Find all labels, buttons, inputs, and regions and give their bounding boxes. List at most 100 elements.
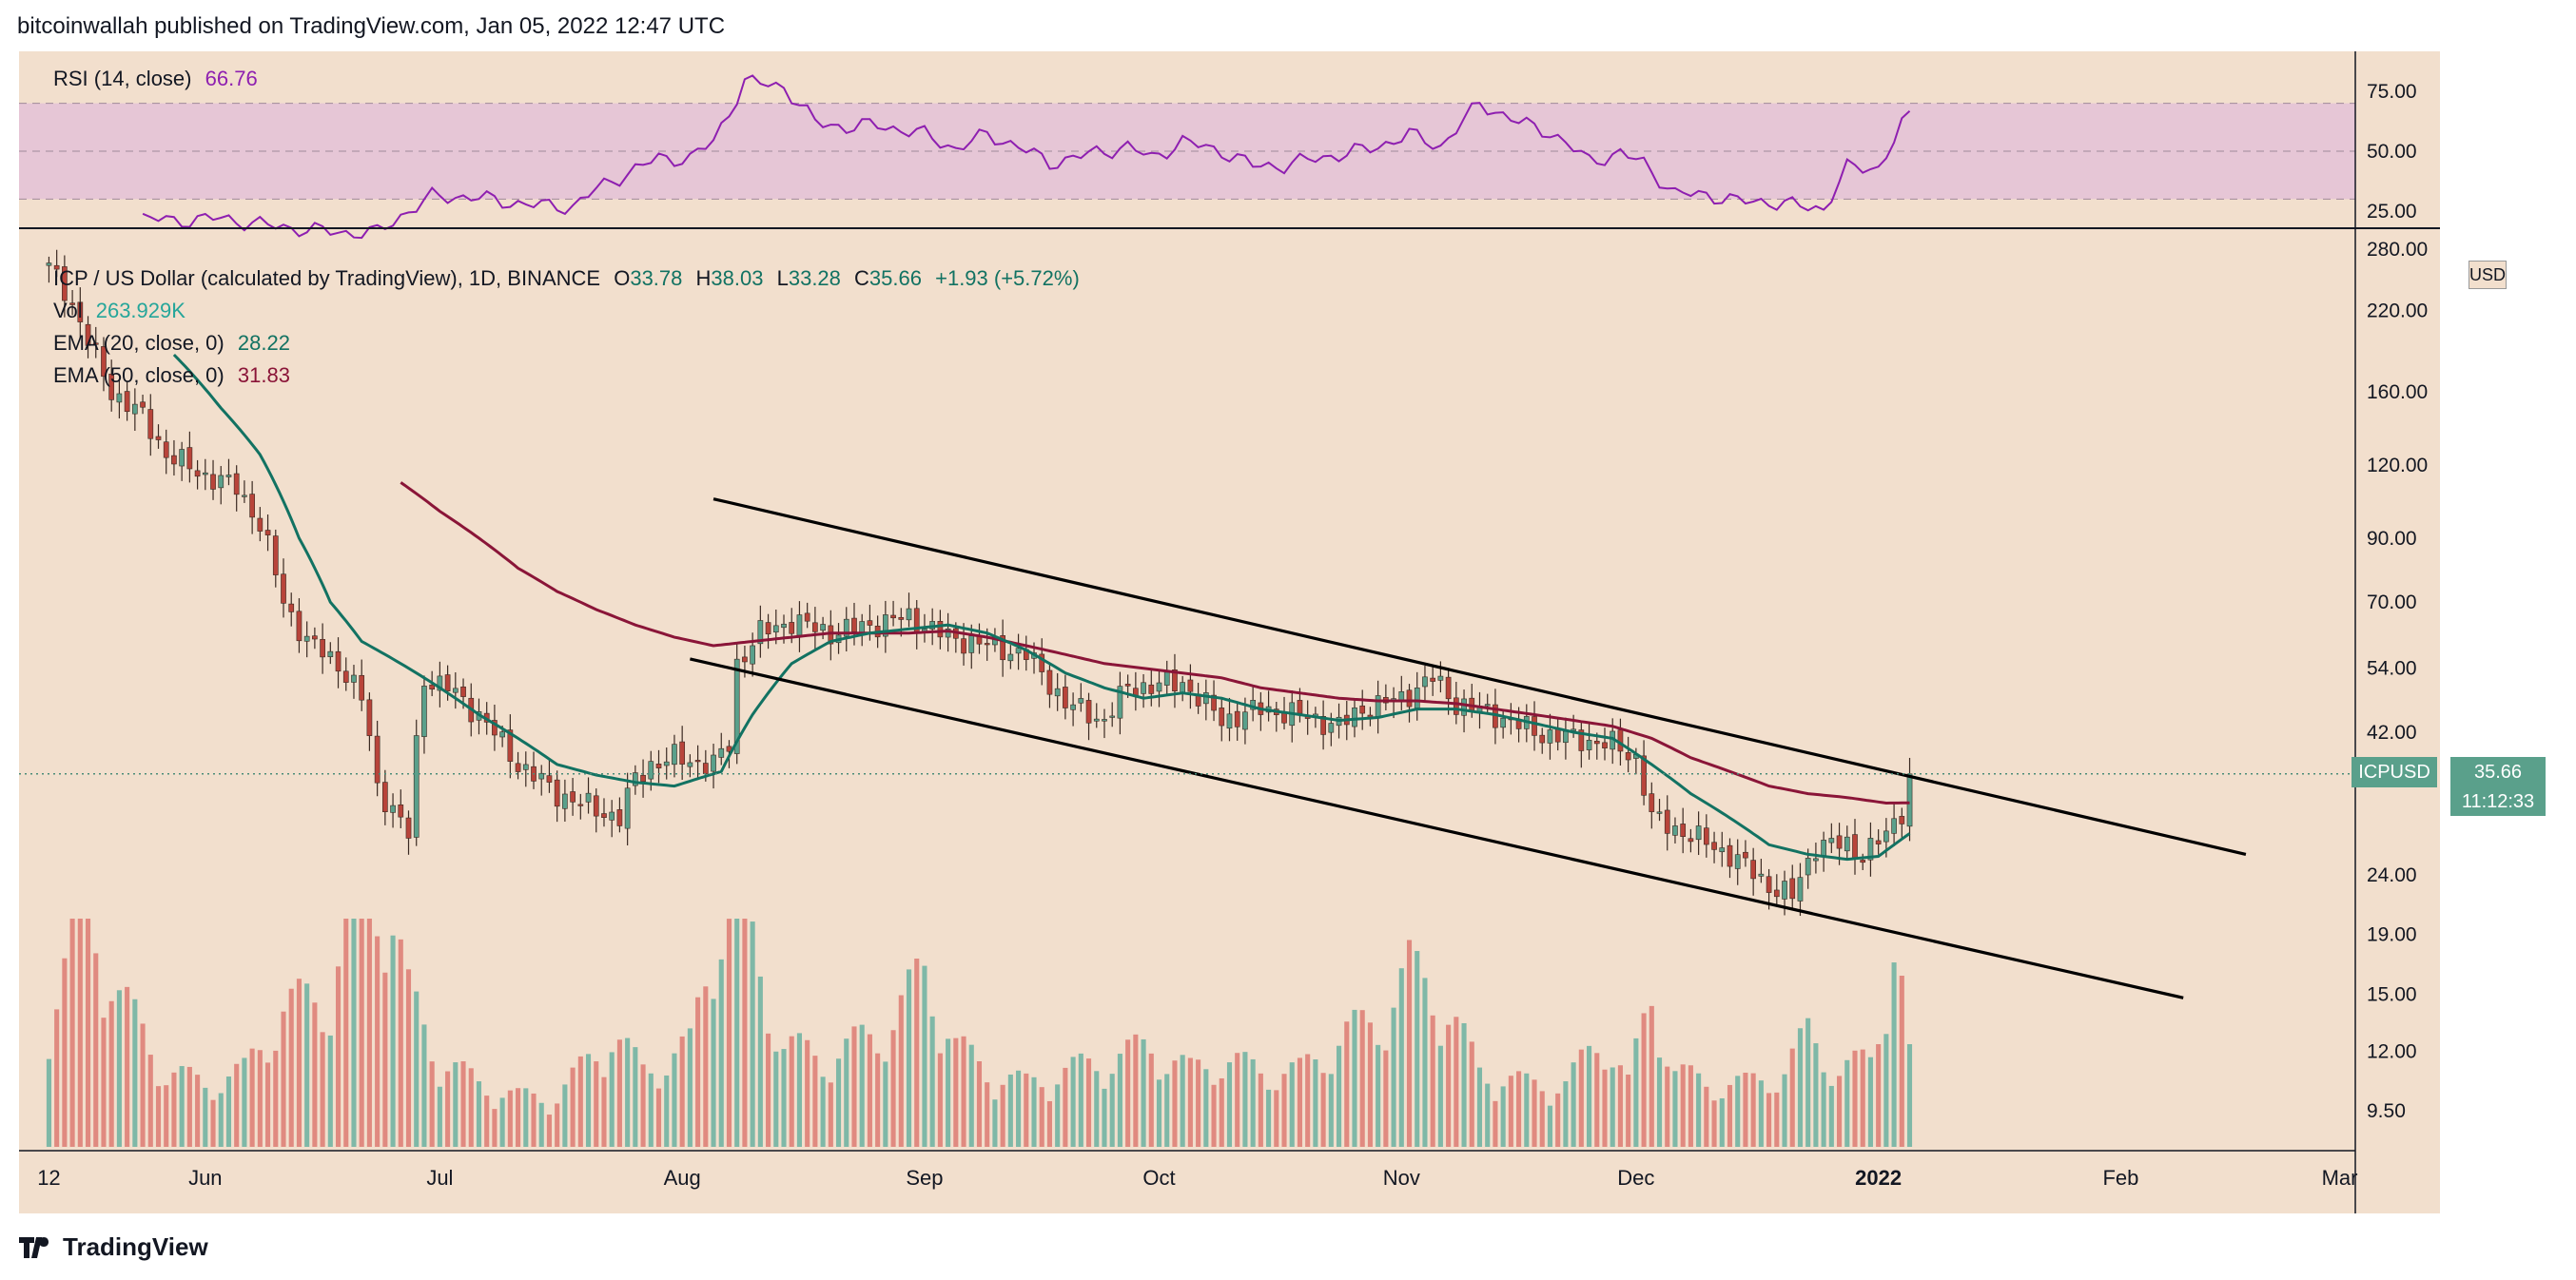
- candle-body: [609, 811, 615, 821]
- volume-bar: [1258, 1073, 1263, 1147]
- candle-body: [155, 436, 162, 440]
- volume-bar: [351, 919, 357, 1147]
- volume-bar: [421, 1024, 427, 1147]
- candle-body: [1867, 838, 1874, 861]
- volume-bar: [1024, 1073, 1029, 1147]
- low-value: 33.28: [788, 266, 841, 290]
- candle-body: [124, 391, 130, 413]
- candle-body: [515, 763, 521, 772]
- volume-bar: [1266, 1089, 1272, 1147]
- candlesticks: [46, 249, 1913, 917]
- candle-body: [225, 475, 232, 477]
- volume-bar: [1508, 1076, 1513, 1147]
- volume-bar: [718, 959, 724, 1147]
- candle-body: [351, 674, 357, 683]
- candle-body: [296, 611, 302, 642]
- candle-body: [327, 650, 334, 657]
- volume-bar: [633, 1047, 638, 1147]
- candle-body: [937, 621, 944, 638]
- candle-body: [663, 761, 670, 766]
- volume-bar: [1571, 1062, 1576, 1147]
- chart-area[interactable]: 280.00 220.00 160.00 120.00 90.00 70.00 54.00 4…: [19, 51, 2546, 1213]
- candle-body: [1156, 682, 1162, 692]
- candle-body: [444, 674, 451, 691]
- candle-body: [702, 763, 709, 774]
- candle-body: [69, 302, 75, 305]
- candle-body: [601, 813, 607, 818]
- volume-bar: [1711, 1100, 1717, 1147]
- candle-body: [1906, 773, 1913, 827]
- volume-bar: [773, 1051, 779, 1147]
- volume-bar: [789, 1036, 794, 1147]
- volume-bar: [453, 1062, 459, 1147]
- volume-bar: [1289, 1062, 1295, 1147]
- candle-body: [1109, 715, 1116, 718]
- tradingview-footer[interactable]: TradingView: [19, 1232, 208, 1262]
- candle-body: [1414, 688, 1420, 708]
- volume-bar: [1376, 1044, 1381, 1147]
- high-label: H: [695, 266, 712, 290]
- candle-body: [1672, 825, 1678, 836]
- volume-bar: [179, 1066, 185, 1147]
- candle-body: [1328, 723, 1335, 733]
- ema50-legend-label: EMA (50, close, 0): [53, 363, 224, 387]
- candle-body: [522, 764, 529, 770]
- volume-bar: [1899, 976, 1904, 1147]
- volume-bar: [516, 1088, 521, 1147]
- volume-bar: [1602, 1069, 1608, 1147]
- volume-bar: [703, 986, 709, 1147]
- candle-body: [1093, 718, 1100, 722]
- volume-bar: [1133, 1034, 1139, 1147]
- volume-bar: [1430, 1015, 1435, 1147]
- candle-body: [562, 793, 568, 809]
- volume-bar: [726, 919, 732, 1147]
- candle-body: [906, 608, 912, 621]
- candle-body: [789, 622, 795, 634]
- price-tick-label: 15.00: [2367, 984, 2417, 1006]
- candle-body: [390, 805, 396, 813]
- volume-bar: [1883, 1034, 1889, 1147]
- volume-bar: [1743, 1073, 1748, 1147]
- volume-bar: [1337, 1045, 1342, 1147]
- candle-body: [1352, 707, 1357, 727]
- volume-bar: [1813, 1043, 1819, 1147]
- candle-body: [398, 804, 404, 818]
- volume-bar: [1078, 1053, 1083, 1147]
- volume-bar: [883, 1061, 888, 1147]
- candle-body: [163, 441, 169, 458]
- volume-bar: [1007, 1074, 1013, 1147]
- volume-bar: [147, 1055, 153, 1147]
- volume-bar: [1117, 1054, 1122, 1147]
- candle-body: [460, 686, 466, 697]
- candle-body: [633, 772, 638, 786]
- candle-body: [101, 346, 107, 378]
- low-label: L: [776, 266, 789, 290]
- volume-bar: [476, 1081, 482, 1147]
- candle-body: [812, 622, 818, 632]
- volume-bar: [555, 1103, 560, 1147]
- ema50-legend: EMA (50, close, 0) 31.83: [53, 363, 298, 388]
- volume-bar: [1860, 1049, 1865, 1147]
- volume-bar: [1578, 1049, 1584, 1147]
- volume-bar: [507, 1090, 513, 1147]
- candle-body: [342, 670, 349, 683]
- candle-body: [1226, 713, 1233, 729]
- candle-body: [1359, 705, 1366, 714]
- candle-body: [366, 699, 373, 736]
- candle-body: [1656, 811, 1663, 814]
- volume-bar: [1766, 1093, 1772, 1147]
- volume-bar: [1461, 1022, 1467, 1147]
- candle-body: [1547, 729, 1553, 744]
- candle-body: [1695, 825, 1702, 841]
- volume-bar: [1148, 1053, 1154, 1147]
- pair-title: ICP / US Dollar (calculated by TradingVi…: [53, 266, 601, 290]
- candle-body: [1445, 676, 1452, 700]
- volume-bar: [1641, 1013, 1647, 1147]
- chart-svg[interactable]: 280.00 220.00 160.00 120.00 90.00 70.00 54.00 4…: [19, 51, 2440, 1213]
- volume-bar: [1328, 1074, 1334, 1147]
- candle-body: [281, 573, 286, 604]
- volume-bar: [1313, 1059, 1318, 1147]
- volume-bar: [390, 935, 396, 1147]
- candle-body: [320, 639, 325, 658]
- candle-body: [585, 792, 592, 803]
